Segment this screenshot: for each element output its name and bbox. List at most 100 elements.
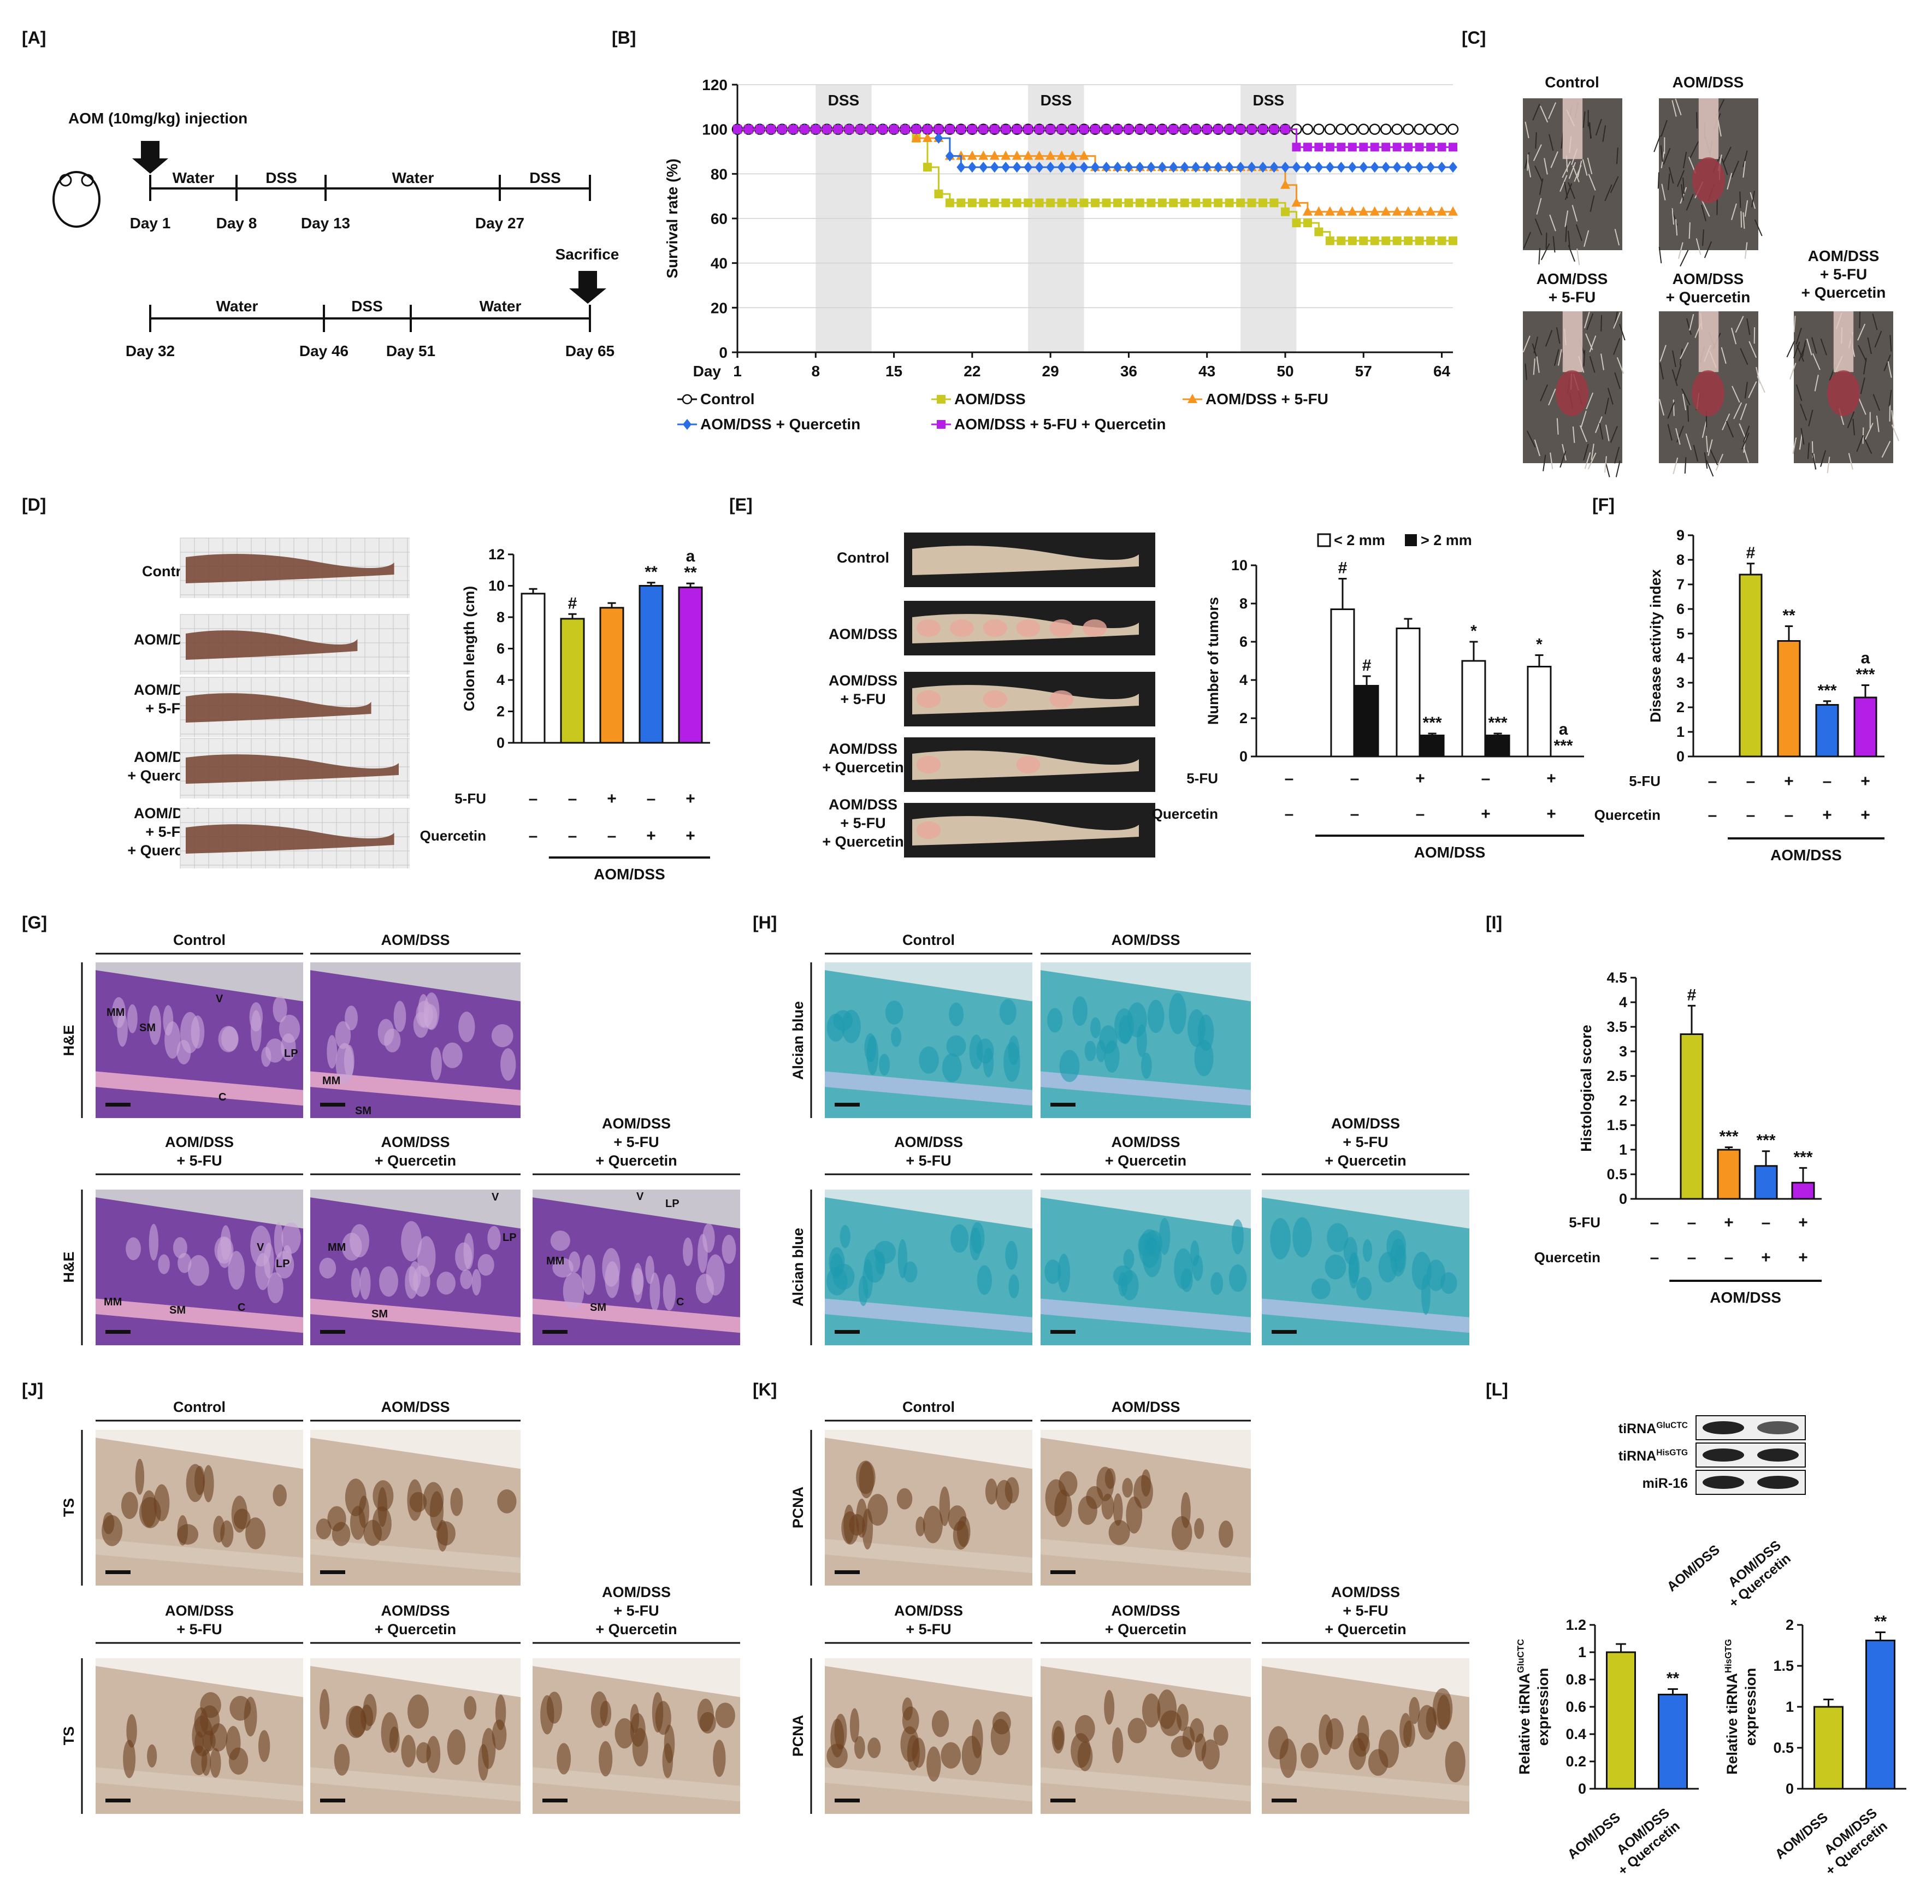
crypt <box>164 1021 180 1059</box>
survival-marker <box>1214 125 1222 134</box>
crypt <box>1379 1730 1399 1768</box>
crypt <box>1085 1041 1096 1061</box>
factor-sign: + <box>1415 770 1425 788</box>
survival-marker <box>1403 125 1413 134</box>
crypt <box>194 1731 204 1754</box>
crypt <box>273 1485 286 1506</box>
crypt <box>1327 1223 1348 1252</box>
survival-marker <box>1013 162 1021 173</box>
tumor-nodule <box>917 619 941 637</box>
histology-annotation: C <box>676 1296 684 1308</box>
crypt <box>188 1255 209 1286</box>
crypt <box>327 1035 337 1068</box>
alcian-header-combo: AOM/DSS+ 5-FU+ Quercetin <box>1325 1115 1406 1169</box>
dss-label: DSS <box>828 92 860 109</box>
blot-band <box>1757 1476 1799 1489</box>
y-tick-label: 3 <box>1676 675 1685 691</box>
tumor-nodule <box>1017 619 1041 637</box>
crypt <box>442 1043 463 1068</box>
crypt <box>599 1741 612 1777</box>
bar <box>640 586 663 743</box>
survival-marker <box>1336 125 1346 134</box>
crypt <box>1137 1025 1147 1057</box>
histology-annotation: V <box>636 1191 644 1203</box>
fur-strand <box>1787 341 1794 357</box>
bar <box>1792 1182 1814 1199</box>
crypt <box>1122 1478 1133 1498</box>
segment-label: Water <box>480 298 522 315</box>
factor-sign: – <box>1746 806 1756 824</box>
crypt <box>135 1459 144 1495</box>
significance-mark: *** <box>1488 714 1508 732</box>
survival-marker <box>1102 125 1110 134</box>
legend-entry-small: < 2 mm <box>1334 532 1385 548</box>
tumor-nodule <box>950 619 974 637</box>
crypt <box>350 1224 369 1257</box>
survival-marker <box>878 125 887 134</box>
y-tick-label: 0.8 <box>1565 1671 1586 1688</box>
survival-marker <box>946 125 954 134</box>
crypt <box>941 1742 961 1769</box>
factor-sign: – <box>1650 1214 1659 1232</box>
survival-marker <box>1259 198 1267 207</box>
y-tick-label: 1 <box>1619 1142 1627 1158</box>
factor-sign: + <box>1860 772 1870 790</box>
tumor-nodule <box>917 690 941 708</box>
alcian-control <box>825 962 1032 1118</box>
day-label: Day 32 <box>126 342 175 359</box>
crypt <box>1113 1493 1123 1525</box>
pcna-quercetin <box>1041 1658 1251 1814</box>
crypt <box>862 1259 873 1298</box>
crypt <box>1118 1272 1127 1297</box>
survival-marker <box>1381 162 1390 173</box>
scale-bar <box>320 1103 345 1107</box>
pcna-header-combo: AOM/DSS+ 5-FU+ Quercetin <box>1325 1584 1406 1637</box>
crypt <box>713 1740 725 1777</box>
ts-control <box>96 1430 303 1586</box>
crypt <box>840 1225 850 1248</box>
bar <box>1718 1150 1740 1199</box>
y-tick-label: 0 <box>497 735 505 751</box>
survival-marker <box>1013 125 1021 134</box>
bar <box>1607 1652 1635 1789</box>
significance-mark: # <box>568 594 577 612</box>
crypt <box>1386 1230 1406 1262</box>
scale-bar <box>835 1103 860 1107</box>
crypt <box>221 1026 238 1051</box>
histology-annotation: C <box>218 1091 226 1103</box>
survival-marker <box>1001 198 1010 207</box>
crypt <box>213 1516 224 1542</box>
ts-header-control: Control <box>173 1399 226 1415</box>
crypt <box>1008 1036 1020 1066</box>
crypt <box>900 1726 919 1762</box>
significance-mark-a: a <box>1559 720 1568 738</box>
dss-label: DSS <box>1252 92 1284 109</box>
survival-marker <box>1449 162 1457 173</box>
ts-header-combo-line: AOM/DSS <box>602 1584 671 1600</box>
crypt <box>1292 1217 1311 1257</box>
crypt <box>1104 1690 1114 1724</box>
he-header-quercetin-line: AOM/DSS <box>381 1134 450 1150</box>
legend-marker <box>937 395 946 404</box>
significance-mark: * <box>1536 636 1543 654</box>
photo-c-label-quercetin: AOM/DSS+ Quercetin <box>1666 270 1751 306</box>
survival-marker <box>1236 125 1245 134</box>
crypt <box>191 1015 205 1049</box>
sacrifice-arrow-icon <box>569 271 606 304</box>
y-tick-label: 6 <box>1676 601 1685 617</box>
alcian-header-aom-line: AOM/DSS <box>1111 932 1180 948</box>
factor-sign: – <box>1708 806 1717 824</box>
survival-marker <box>1337 143 1345 151</box>
segment-label: Water <box>392 169 434 186</box>
factor-sign: – <box>1285 770 1294 788</box>
survival-marker <box>1314 143 1323 151</box>
crypt <box>903 1261 918 1282</box>
colon-e-label-3-line: + Quercetin <box>822 759 903 776</box>
crypt <box>1229 1264 1247 1292</box>
crypt <box>147 1745 157 1767</box>
crypt <box>1126 1497 1142 1534</box>
survival-marker <box>1303 218 1312 227</box>
he-quercetin <box>310 1190 521 1345</box>
crypt <box>1005 1477 1019 1503</box>
survival-marker <box>1438 143 1446 151</box>
